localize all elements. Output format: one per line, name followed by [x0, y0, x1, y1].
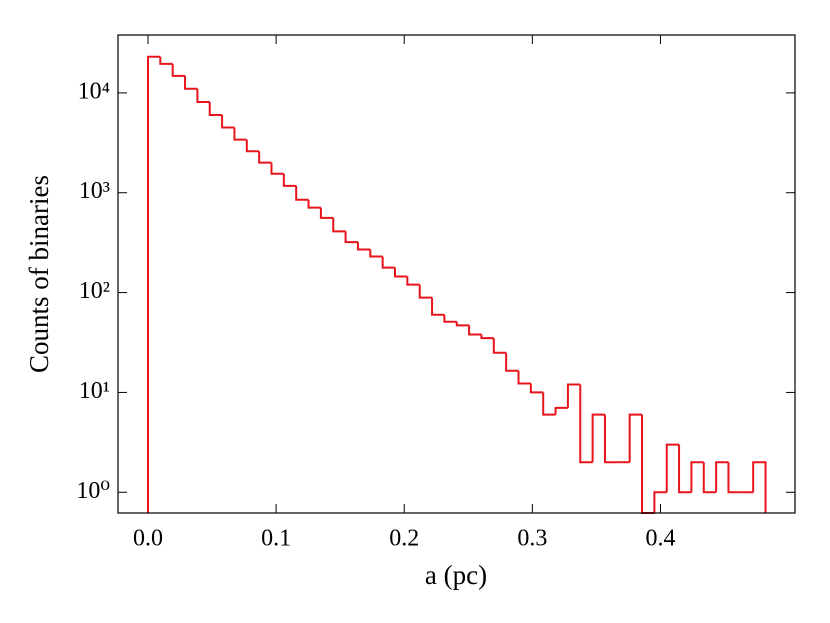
y-tick-label: 10³ [79, 178, 110, 204]
x-axis-label: a (pc) [425, 560, 487, 590]
histogram-step [542, 392, 556, 416]
y-tick-label: 10¹ [79, 378, 110, 404]
x-tick-label: 0.2 [389, 526, 419, 552]
x-tick-label: 0.3 [517, 526, 547, 552]
x-tick-label: 0.1 [261, 526, 291, 552]
histogram-step [468, 325, 482, 336]
histogram-step [208, 102, 223, 117]
histogram-step [146, 55, 161, 513]
histogram-step [665, 443, 680, 493]
histogram-step [455, 321, 470, 327]
histogram-step [566, 383, 581, 408]
histogram-step [356, 242, 371, 251]
histogram-step [529, 383, 544, 394]
histogram-step [270, 162, 284, 175]
histogram-step [221, 115, 235, 129]
histogram-step [727, 462, 741, 494]
histogram-step [505, 352, 519, 372]
plot-frame [117, 34, 796, 514]
histogram-step [715, 461, 729, 493]
histogram-step [307, 199, 321, 209]
histogram-step [332, 217, 346, 233]
y-tick-label: 10² [79, 278, 110, 304]
histogram-step [233, 127, 247, 141]
histogram-step [381, 256, 396, 269]
histogram-step [653, 491, 667, 513]
histogram-step [603, 414, 618, 464]
histogram-step [579, 384, 593, 464]
histogram-step [282, 173, 297, 187]
histogram-step [369, 249, 383, 258]
histogram-step [690, 461, 704, 493]
histogram-step [517, 370, 531, 385]
histogram-step [702, 462, 717, 494]
histogram-step [344, 231, 358, 244]
histogram-step [678, 444, 692, 494]
histogram-step [554, 406, 568, 415]
histogram-step [319, 207, 334, 219]
x-tick-label: 0.4 [645, 526, 675, 552]
histogram-step [443, 314, 457, 323]
histogram-step [752, 461, 767, 513]
histogram-step [245, 139, 260, 153]
histogram-step [258, 151, 272, 164]
histogram-step [628, 413, 643, 463]
histogram-step [159, 56, 173, 65]
histogram-step [295, 185, 309, 201]
histogram-step [418, 284, 433, 299]
histogram-step [591, 413, 605, 463]
x-tick-label: 0.0 [133, 526, 163, 552]
y-axis-label: Counts of binaries [24, 175, 54, 373]
histogram-step [394, 267, 408, 278]
histogram-step [406, 276, 420, 286]
histogram-step [184, 75, 198, 90]
histogram-step [492, 338, 507, 354]
y-tick-label: 10⁴ [78, 78, 110, 104]
histogram-step [196, 88, 210, 104]
histogram-step [431, 297, 445, 316]
histogram-step [480, 334, 494, 340]
histogram-step [171, 63, 186, 77]
y-tick-label: 10⁰ [76, 478, 110, 504]
histogram-step [641, 414, 655, 514]
